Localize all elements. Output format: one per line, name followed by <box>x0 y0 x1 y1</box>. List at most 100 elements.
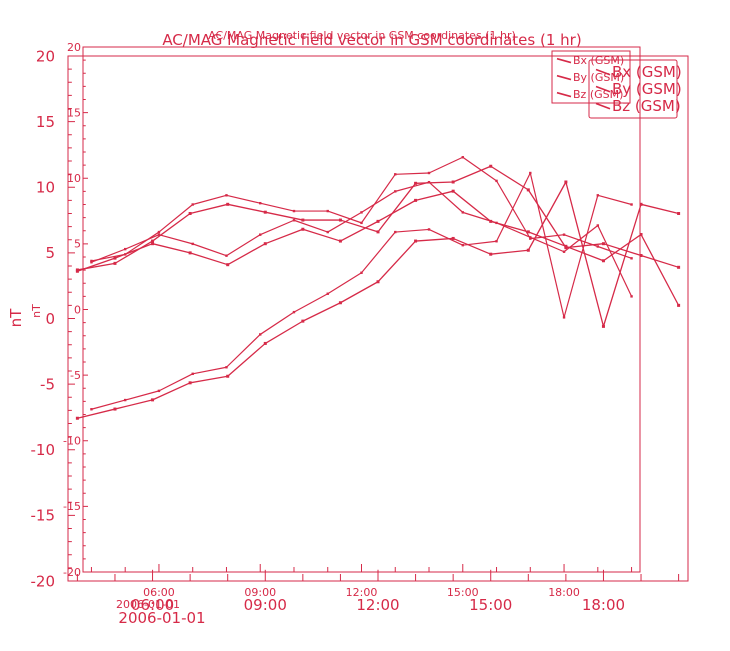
legend-swatch <box>595 85 611 93</box>
y-tick-label: 10 <box>36 179 55 197</box>
data-point <box>489 164 493 168</box>
data-point <box>526 230 530 234</box>
data-point <box>601 324 605 328</box>
data-point <box>677 265 681 269</box>
data-point <box>338 301 342 305</box>
x-tick-label: 18:00 <box>582 596 625 614</box>
data-point <box>326 292 329 295</box>
data-point <box>630 257 633 260</box>
y-tick-label: -5 <box>70 369 81 382</box>
y-tick-label: 20 <box>36 47 55 65</box>
data-point <box>461 211 464 214</box>
data-point <box>292 219 296 222</box>
data-point <box>90 259 93 263</box>
legend-entry: Bz (GSM) <box>612 97 681 115</box>
data-point <box>394 230 397 234</box>
data-point <box>639 233 643 236</box>
data-point <box>226 263 230 267</box>
data-point <box>75 269 79 273</box>
x-tick-label: 15:00 <box>469 596 512 614</box>
data-point <box>157 233 161 236</box>
data-point <box>461 156 464 159</box>
data-point <box>225 254 228 257</box>
data-point <box>191 242 194 246</box>
legend-entry: By (GSM) <box>612 80 682 98</box>
x-axis: 06:00 09:00 12:00 15:00 18:00 <box>76 569 680 614</box>
x-axis-back: 06:00 09:00 12:00 15:00 18:00 <box>90 564 633 599</box>
chart-title-back: AC/MAG Magnetic field vector in GSM coor… <box>208 29 516 42</box>
data-point <box>562 316 566 319</box>
data-point <box>461 243 464 247</box>
data-point <box>529 236 532 239</box>
data-point <box>495 179 498 183</box>
data-point <box>394 173 397 176</box>
y-axis-label-back: nT <box>30 304 43 318</box>
legend-swatch <box>595 68 611 76</box>
data-point <box>225 366 228 369</box>
data-point <box>301 227 305 231</box>
background-plot-layer: -20 -15 -10 -5 0 5 10 15 20 06:00 09:00 12:00 15:00… <box>30 29 641 611</box>
data-point <box>338 239 342 243</box>
y-tick-label: -20 <box>31 572 56 590</box>
data-point <box>601 259 605 263</box>
data-point <box>630 203 633 206</box>
data-point <box>376 219 380 223</box>
data-point <box>113 261 117 265</box>
main-plot-layer: -20 -15 -10 -5 0 5 10 15 20 06:00 09:00 12:00 15:00… <box>7 31 689 627</box>
data-point <box>113 407 117 411</box>
data-point <box>526 248 530 252</box>
y-tick-label: -20 <box>63 566 81 579</box>
data-point <box>191 372 194 376</box>
y-tick-label: 15 <box>67 106 81 119</box>
data-point <box>360 271 363 274</box>
y-tick-label: -10 <box>63 435 81 448</box>
data-point <box>564 244 568 248</box>
series-line-2 <box>91 181 633 297</box>
y-tick-label: 0 <box>74 303 81 316</box>
data-point <box>677 212 681 215</box>
data-point <box>263 341 267 345</box>
data-point <box>90 408 93 411</box>
x-date-label: 2006-01-01 <box>118 609 205 627</box>
data-point <box>529 171 532 175</box>
data-point <box>191 203 194 206</box>
legend-entry: Bx (GSM) <box>573 54 624 67</box>
legend-swatch <box>595 102 611 110</box>
series-back <box>90 156 633 411</box>
data-point <box>151 398 155 402</box>
data-point <box>427 228 431 231</box>
data-point <box>427 180 431 184</box>
data-point <box>451 236 455 240</box>
series <box>75 164 681 420</box>
x-tick-label: 12:00 <box>356 596 399 614</box>
data-point <box>226 202 230 206</box>
legend-swatch <box>556 74 572 81</box>
data-point <box>394 190 397 193</box>
data-point <box>564 180 568 184</box>
data-point <box>639 202 643 206</box>
data-point <box>263 242 267 246</box>
x-tick-label: 06:00 <box>131 596 174 614</box>
legend-entry: By (GSM) <box>573 71 624 84</box>
data-point <box>151 242 155 246</box>
data-point <box>225 194 228 197</box>
data-point <box>677 303 681 307</box>
data-point <box>259 333 262 336</box>
data-point <box>75 416 79 420</box>
data-point <box>489 219 493 223</box>
series-line-2 <box>77 190 680 306</box>
x-date-label-back: 2006-01-01 <box>116 598 180 611</box>
y-axis: -20 -15 -10 -5 0 5 10 15 20 <box>31 47 75 590</box>
data-point <box>360 221 363 225</box>
data-point <box>301 218 305 222</box>
data-point <box>326 209 329 213</box>
data-point <box>188 212 192 215</box>
data-point <box>639 254 643 257</box>
legend-box-back <box>551 50 631 104</box>
y-tick-label: -10 <box>31 441 56 459</box>
legend-box <box>588 59 678 119</box>
data-point <box>360 211 363 214</box>
legend-entry: Bx (GSM) <box>612 63 682 81</box>
y-tick-label: 5 <box>45 244 55 262</box>
